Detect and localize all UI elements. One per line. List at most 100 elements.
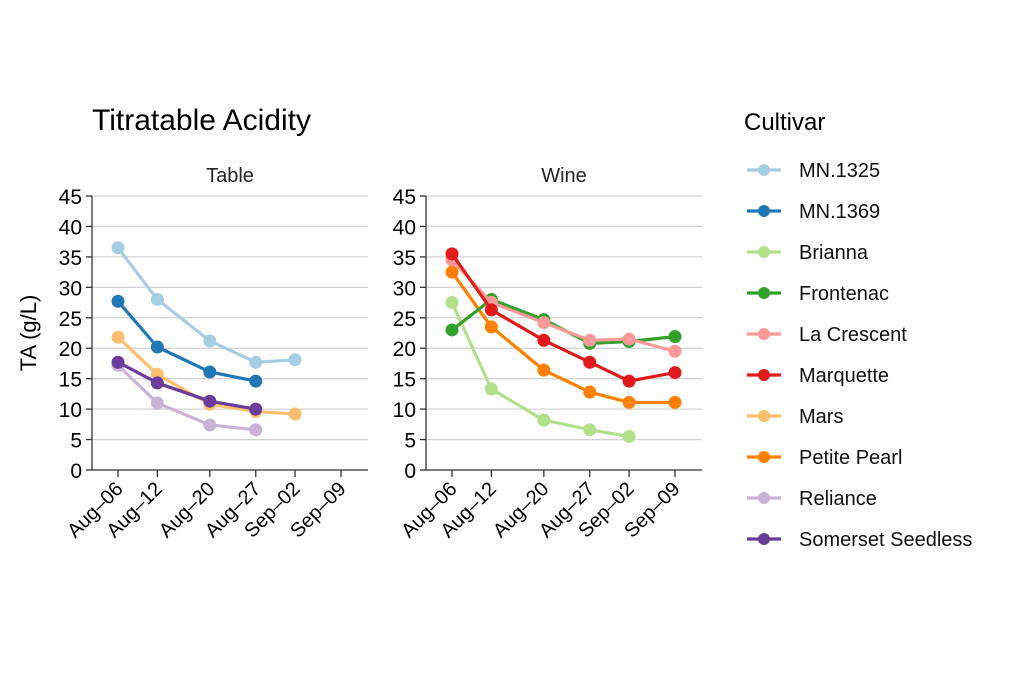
legend-label: Mars [799,406,843,428]
y-tick-label: 35 [59,247,82,270]
data-point [445,265,459,279]
series-line [116,364,256,432]
series-line [450,258,676,353]
legend-label: Petite Pearl [799,447,902,469]
data-point [445,247,459,261]
y-tick-label: 25 [393,308,416,331]
data-point [203,334,217,348]
legend-marker-icon [758,492,770,504]
panel-wine: Wine 051015202530354045Aug–06Aug–12Aug–2… [393,165,702,542]
data-point [445,296,459,310]
series-petite-pearl [445,265,682,409]
legend-item: Petite Pearl [747,447,902,469]
y-tick-label: 40 [59,216,82,239]
data-point [537,363,551,377]
y-tick-label: 5 [404,430,416,453]
legend-item: Marquette [747,365,889,387]
series-somerset-seedless [111,355,263,416]
legend-label: La Crescent [799,324,907,346]
data-point [249,402,263,416]
legend-item: Frontenac [747,283,889,305]
legend-marker-icon [758,246,770,258]
data-point [537,316,551,330]
legend-marker-icon [758,533,770,545]
data-point [484,382,498,396]
data-point [668,330,682,344]
data-point [150,376,164,390]
y-tick-label: 40 [393,216,416,239]
y-tick-label: 0 [70,460,82,483]
series-line [450,271,675,405]
data-point [583,333,597,347]
legend-item: La Crescent [747,324,907,346]
data-point [111,330,125,344]
data-point [484,320,498,334]
legend-label: Marquette [799,365,889,387]
legend-item: MN.1369 [747,201,880,223]
y-tick-label: 0 [404,460,416,483]
y-tick-label: 30 [393,277,416,300]
y-tick-label: 30 [59,277,82,300]
y-tick-label: 5 [70,430,82,453]
data-point [668,344,682,358]
y-tick-label: 20 [59,338,82,361]
data-point [583,355,597,369]
data-point [288,353,302,367]
legend-label: Frontenac [799,283,889,305]
data-point [203,394,217,408]
legend-marker-icon [758,328,770,340]
data-point [622,430,636,444]
data-point [288,407,302,421]
y-tick-label: 10 [59,399,82,422]
data-point [203,418,217,432]
data-point [249,355,263,369]
series-mn-1325 [111,241,302,369]
chart-title: Titratable Acidity [92,104,311,137]
data-point [445,323,459,337]
y-axis-label: TA (g/L) [16,295,41,372]
data-point [622,395,636,409]
legend-marker-icon [758,205,770,217]
y-tick-label: 45 [393,186,416,209]
data-point [668,395,682,409]
panel-table: Table 051015202530354045Aug–06Aug–12Aug–… [59,165,368,542]
series-marquette [445,247,682,388]
legend-label: Brianna [799,242,869,264]
legend-marker-icon [758,410,770,422]
legend-marker-icon [758,369,770,381]
data-point [111,241,125,255]
data-point [537,333,551,347]
legend: Cultivar MN.1325 MN.1369 Brianna Frontenac L… [744,109,972,551]
data-point [622,332,636,346]
panel-title-wine: Wine [541,165,587,187]
data-point [111,355,125,369]
data-point [583,423,597,437]
legend-item: MN.1325 [747,160,880,182]
data-point [668,366,682,380]
series-line [116,300,257,383]
data-point [150,340,164,354]
data-point [150,396,164,410]
data-point [583,385,597,399]
legend-item: Brianna [747,242,869,264]
series-reliance [111,358,263,437]
legend-title: Cultivar [744,109,825,136]
legend-marker-icon [758,164,770,176]
data-point [484,303,498,317]
y-tick-label: 20 [393,338,416,361]
data-point [537,413,551,427]
series-brianna [445,296,636,444]
legend-marker-icon [758,451,770,463]
legend-label: MN.1325 [799,160,880,182]
legend-label: Somerset Seedless [799,529,972,551]
panel-title-table: Table [206,165,254,187]
y-tick-label: 35 [393,247,416,270]
data-point [150,293,164,307]
data-point [622,374,636,388]
series-mn-1369 [111,294,263,388]
data-point [203,365,217,379]
y-tick-label: 10 [393,399,416,422]
y-tick-label: 15 [59,369,82,392]
y-tick-label: 15 [393,369,416,392]
